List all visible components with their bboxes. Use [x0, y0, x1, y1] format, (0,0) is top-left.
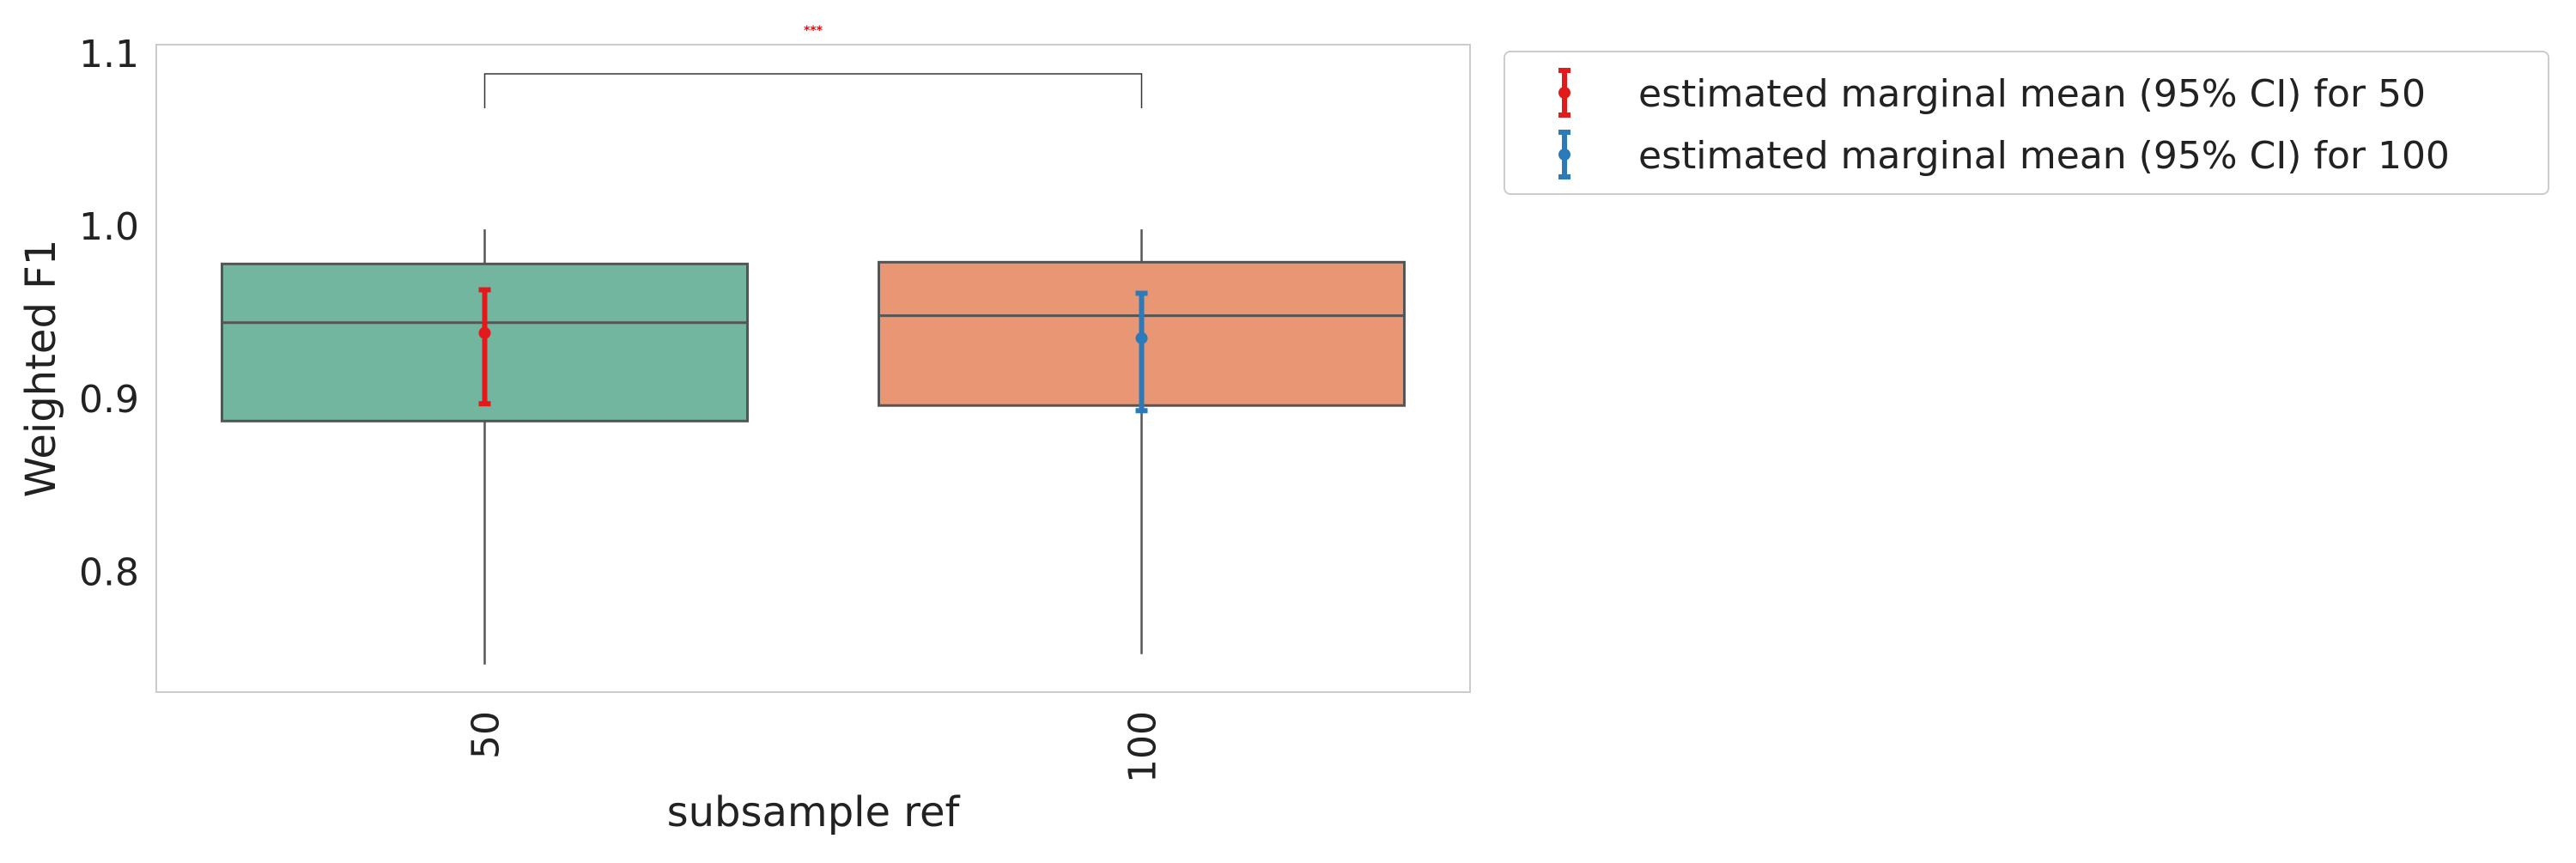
x-tick-label: 50	[465, 711, 508, 759]
y-tick-label: 1.1	[79, 33, 139, 76]
legend-label: estimated marginal mean (95% CI) for 100	[1638, 134, 2450, 178]
legend-entries: estimated marginal mean (95% CI) for 50 e…	[1558, 68, 2450, 179]
legend-entry: estimated marginal mean (95% CI) for 100	[1558, 130, 2450, 179]
y-tick-label: 0.8	[79, 550, 139, 594]
x-tick-label: 100	[1121, 711, 1165, 783]
significance-bracket	[483, 73, 1143, 108]
legend-label: estimated marginal mean (95% CI) for 50	[1638, 72, 2426, 116]
legend-marker	[1558, 87, 1571, 99]
y-tick-label: 0.9	[79, 378, 139, 422]
mean-marker	[1135, 331, 1148, 344]
annotation-layer: ***	[483, 24, 1143, 108]
y-tick-label: 1.0	[79, 205, 139, 249]
x-axis-ticks: 50 100	[465, 711, 1165, 783]
emm-point-50	[478, 287, 491, 407]
significance-label: ***	[804, 24, 823, 38]
legend: estimated marginal mean (95% CI) for 50 e…	[1504, 51, 2549, 195]
emm-point-100	[1135, 290, 1148, 414]
legend-marker	[1558, 149, 1571, 161]
legend-entry: estimated marginal mean (95% CI) for 50	[1558, 68, 2426, 118]
mean-marker	[478, 326, 491, 339]
legend-frame	[1504, 51, 2549, 195]
means-layer	[478, 287, 1148, 414]
y-axis-label: Weighted F1	[17, 240, 65, 498]
y-axis-ticks: 0.8 0.9 1.0 1.1	[79, 33, 139, 594]
x-axis-label: subsample ref	[667, 788, 961, 836]
